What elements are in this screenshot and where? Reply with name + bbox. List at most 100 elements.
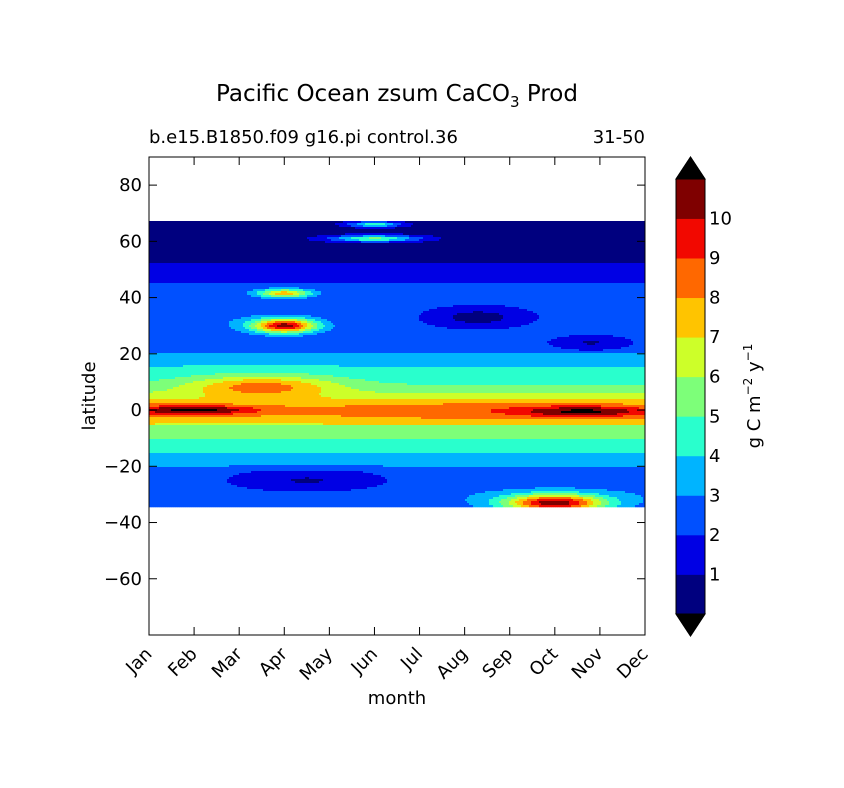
contour-cell: [175, 255, 178, 258]
contour-cell: [451, 253, 454, 256]
contour-cell: [417, 239, 420, 242]
contour-cell: [505, 237, 508, 240]
contour-cell: [367, 241, 370, 244]
contour-cell: [269, 245, 272, 248]
contour-cell: [413, 223, 416, 226]
contour-cell: [479, 259, 482, 262]
contour-cell: [281, 247, 284, 250]
contour-cell: [621, 245, 624, 248]
contour-cell: [569, 251, 572, 254]
contour-cell: [631, 231, 634, 234]
contour-cell: [455, 229, 458, 232]
contour-cell: [249, 259, 252, 262]
contour-cell: [471, 237, 474, 240]
contour-cell: [151, 221, 154, 224]
contour-cell: [501, 249, 504, 252]
contour-cell: [167, 221, 170, 224]
contour-cell: [395, 251, 398, 254]
contour-cell: [387, 221, 390, 224]
contour-cell: [317, 249, 320, 252]
contour-cell: [175, 223, 178, 226]
contour-cell: [527, 247, 530, 250]
contour-cell: [359, 247, 362, 250]
contour-cell: [353, 253, 356, 256]
contour-cell: [507, 223, 510, 226]
contour-cell: [557, 229, 560, 232]
contour-cell: [623, 225, 626, 228]
contour-cell: [303, 235, 306, 238]
contour-cell: [527, 241, 530, 244]
contour-cell: [211, 243, 214, 246]
contour-cell: [553, 237, 556, 240]
contour-cell: [403, 253, 406, 256]
contour-cell: [185, 261, 188, 264]
contour-cell: [283, 243, 286, 246]
contour-cell: [301, 241, 304, 244]
contour-cell: [199, 221, 202, 224]
contour-cell: [225, 257, 228, 260]
contour-cell: [501, 227, 504, 230]
contour-cell: [559, 225, 562, 228]
contour-cell: [579, 259, 582, 262]
contour-cell: [223, 247, 226, 250]
contour-cell: [271, 223, 274, 226]
contour-cell: [551, 227, 554, 230]
contour-cell: [575, 237, 578, 240]
contour-cell: [375, 233, 378, 236]
contour-cell: [505, 233, 508, 236]
contour-cell: [171, 261, 174, 264]
contour-cell: [149, 229, 152, 232]
contour-cell: [369, 249, 372, 252]
contour-cell: [593, 245, 596, 248]
contour-cell: [297, 237, 300, 240]
contour-cell: [489, 257, 492, 260]
contour-cell: [409, 241, 412, 244]
contour-cell: [289, 237, 292, 240]
contour-cell: [625, 233, 628, 236]
contour-cell: [459, 227, 462, 230]
contour-cell: [475, 239, 478, 242]
contour-cell: [403, 223, 406, 226]
contour-cell: [243, 239, 246, 242]
contour-cell: [481, 235, 484, 238]
contour-cell: [339, 249, 342, 252]
contour-cell: [305, 241, 308, 244]
contour-cell: [457, 239, 460, 242]
contour-cell: [643, 221, 645, 224]
contour-cell: [197, 229, 200, 232]
contour-cell: [203, 231, 206, 234]
contour-cell: [499, 249, 502, 252]
contour-cell: [269, 247, 272, 250]
contour-cell: [247, 249, 250, 252]
contour-cell: [579, 251, 582, 254]
contour-cell: [491, 257, 494, 260]
contour-cell: [565, 255, 568, 258]
contour-cell: [211, 247, 214, 250]
contour-cell: [527, 251, 530, 254]
contour-cell: [469, 225, 472, 228]
contour-cell: [533, 229, 536, 232]
contour-cell: [397, 245, 400, 248]
contour-cell: [443, 239, 446, 242]
contour-cell: [211, 227, 214, 230]
contour-cell: [327, 235, 330, 238]
contour-cell: [173, 241, 176, 244]
contour-cell: [363, 239, 366, 242]
contour-cell: [535, 223, 538, 226]
contour-cell: [403, 247, 406, 250]
contour-cell: [495, 249, 498, 252]
contour-cell: [161, 233, 164, 236]
contour-cell: [295, 237, 298, 240]
contour-cell: [273, 231, 276, 234]
contour-cell: [275, 221, 278, 224]
contour-cell: [345, 247, 348, 250]
contour-cell: [287, 259, 290, 262]
contour-cell: [613, 231, 616, 234]
contour-cell: [587, 257, 590, 260]
contour-cell: [555, 231, 558, 234]
contour-cell: [457, 233, 460, 236]
contour-cell: [515, 245, 518, 248]
contour-cell: [361, 227, 364, 230]
contour-cell: [603, 249, 606, 252]
contour-cell: [469, 237, 472, 240]
